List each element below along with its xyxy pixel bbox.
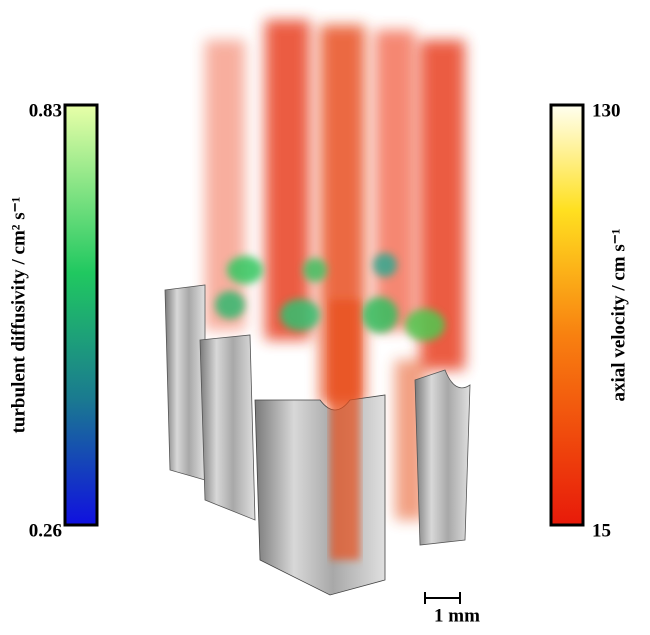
figure: 0.83 0.26 turbulent diffusivity / cm² s⁻… bbox=[0, 0, 650, 635]
colorbar-min: 15 bbox=[592, 520, 611, 541]
colorbar-label: turbulent diffusivity / cm² s⁻¹ bbox=[8, 197, 29, 434]
scale-bar-label: 1 mm bbox=[434, 605, 480, 626]
colorbar-right bbox=[551, 105, 583, 525]
colorbar-min: 0.26 bbox=[29, 520, 62, 541]
volume-render bbox=[165, 20, 470, 595]
colorbar-max: 130 bbox=[592, 100, 621, 121]
scale-bar bbox=[425, 592, 460, 604]
colorbar-max: 0.83 bbox=[29, 100, 62, 121]
colorbar-left bbox=[65, 105, 97, 525]
colorbar-label: axial velocity / cm s⁻¹ bbox=[608, 229, 629, 402]
